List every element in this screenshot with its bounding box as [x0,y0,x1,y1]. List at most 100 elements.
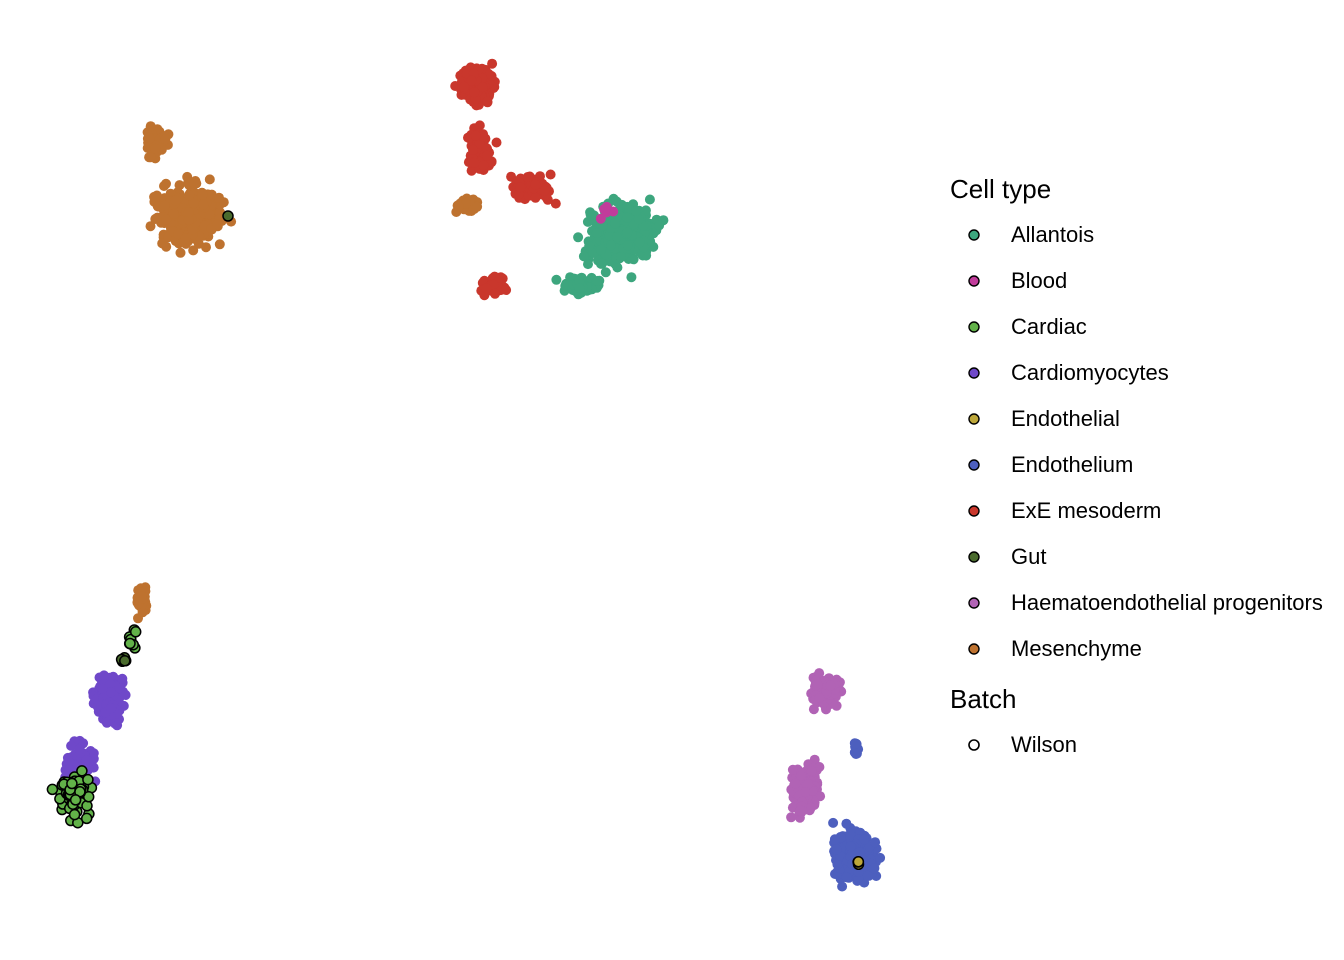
data-point [145,121,156,132]
legend-label: Allantois [1011,222,1095,247]
data-point [805,802,816,813]
data-point [654,220,665,231]
data-point [97,683,108,694]
data-point [633,214,644,225]
data-point [869,863,880,874]
legend-label: Cardiac [1011,314,1087,339]
data-point [212,219,223,230]
series-allantois [551,193,669,300]
data-point [515,182,526,193]
data-point [854,847,865,858]
data-point [214,192,224,203]
data-point [852,856,865,868]
legend-item-endothelial: Endothelial [950,396,1323,442]
legend-label: Mesenchyme [1011,636,1142,661]
legend-item-exe-mesoderm: ExE mesoderm [950,488,1323,534]
data-point [806,766,817,777]
data-point [859,834,870,845]
series-haematoendothelial-progenitors [786,668,847,823]
data-point [482,150,492,161]
data-point [99,670,109,681]
data-point [825,680,836,691]
legend-key [968,275,980,287]
data-point [786,812,797,823]
data-point [144,133,155,144]
data-point [501,285,512,295]
data-point [800,787,811,798]
legend-item-haematoendothelial-progenitors: Haematoendothelial progenitors [950,580,1323,626]
data-point [584,240,595,251]
legend-label: ExE mesoderm [1011,498,1162,523]
series-cardiac [46,624,142,829]
data-point [622,227,633,238]
data-point [592,275,603,286]
legend-item-wilson: Wilson [950,722,1323,768]
data-point [124,637,136,650]
data-point [812,679,823,690]
data-point [46,783,59,796]
data-point [609,218,620,229]
legend-items: Allantois Blood Cardiac Cardiomyocytes Endot… [950,212,1323,672]
data-point [481,143,492,154]
legend-key [968,551,980,563]
data-point [626,272,637,283]
legend-title-batch: Batch [950,684,1017,714]
data-point [477,82,488,93]
data-point [583,259,593,270]
series-exe-mesoderm [450,58,561,301]
data-point [828,817,839,828]
data-point [875,852,886,863]
data-point [597,258,608,269]
data-point [66,777,78,790]
data-point [198,199,209,210]
data-point [74,744,85,755]
legend-item-mesenchyme: Mesenchyme [950,626,1323,672]
data-point [149,191,160,202]
series-gut [115,210,234,668]
legend-label: Cardiomyocytes [1011,360,1169,385]
data-point [870,837,881,848]
data-point [795,805,806,816]
data-point [634,237,645,248]
data-point [191,178,202,189]
data-point [841,872,852,883]
data-point [472,201,483,212]
data-point [188,245,199,256]
data-point [222,210,234,222]
data-point [796,770,806,781]
data-point [551,274,562,285]
data-point [490,288,500,299]
data-point [470,130,481,141]
data-point [481,283,492,294]
data-point [837,881,848,892]
legend-title-cell-type: Cell type [950,174,1052,204]
data-point [522,172,533,182]
data-point [845,841,856,852]
data-point [595,244,606,255]
data-point [550,198,561,209]
data-point [487,58,498,69]
legend-key [968,413,980,425]
data-point [105,679,116,689]
data-point [790,778,801,789]
data-point [468,144,478,155]
data-point [841,818,852,829]
legend-label: Wilson [1011,732,1078,757]
legend-key [968,321,980,333]
series-endothelial [852,856,865,871]
data-point [631,206,641,216]
data-point [600,267,611,278]
legend-label: Gut [1011,544,1047,569]
data-point [539,185,550,196]
data-point [201,242,211,253]
data-point [491,137,502,148]
legend: Cell type Allantois Blood Cardiac Cardiomyo… [950,172,1323,768]
data-point [591,228,602,238]
data-point [81,800,93,812]
legend-key-open-circle [968,739,980,751]
data-point [150,214,161,224]
legend-key [968,643,980,655]
data-point [616,252,626,262]
data-point [814,693,825,704]
data-point [120,690,131,700]
